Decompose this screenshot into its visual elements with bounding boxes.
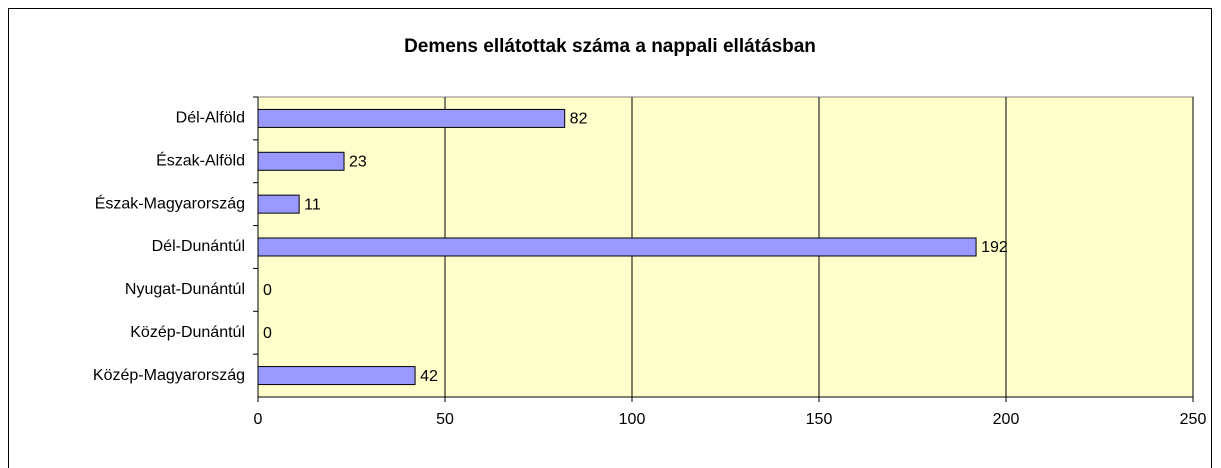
x-tick-label: 0 xyxy=(254,411,263,428)
chart-title: Demens ellátottak száma a nappali ellátá… xyxy=(404,36,816,57)
x-tick-label: 150 xyxy=(806,411,833,428)
y-tick-label: Dél-Alföld xyxy=(176,110,245,127)
data-label: 42 xyxy=(420,368,438,385)
data-label: 192 xyxy=(981,239,1008,256)
data-label: 23 xyxy=(349,154,367,171)
bar xyxy=(257,151,345,171)
y-tick-label: Közép-Magyarország xyxy=(93,367,245,384)
y-tick-label: Észak-Magyarország xyxy=(95,193,245,212)
bar xyxy=(257,108,566,128)
bar xyxy=(257,366,416,386)
bar xyxy=(257,237,977,257)
x-tick-label: 200 xyxy=(993,411,1020,428)
y-tick-label: Nyugat-Dunántúl xyxy=(125,281,245,298)
x-tick-label: 100 xyxy=(619,411,646,428)
y-tick-label: Észak-Alföld xyxy=(156,151,245,170)
data-label: 82 xyxy=(570,111,588,128)
y-tick-label: Dél-Dunántúl xyxy=(152,238,245,255)
x-tick-label: 50 xyxy=(436,411,454,428)
x-tick-label: 250 xyxy=(1180,411,1207,428)
data-label: 11 xyxy=(304,196,321,213)
bar xyxy=(257,194,300,214)
data-label: 0 xyxy=(263,282,272,299)
data-label: 0 xyxy=(263,325,272,342)
y-tick-label: Közép-Dunántúl xyxy=(130,324,245,341)
